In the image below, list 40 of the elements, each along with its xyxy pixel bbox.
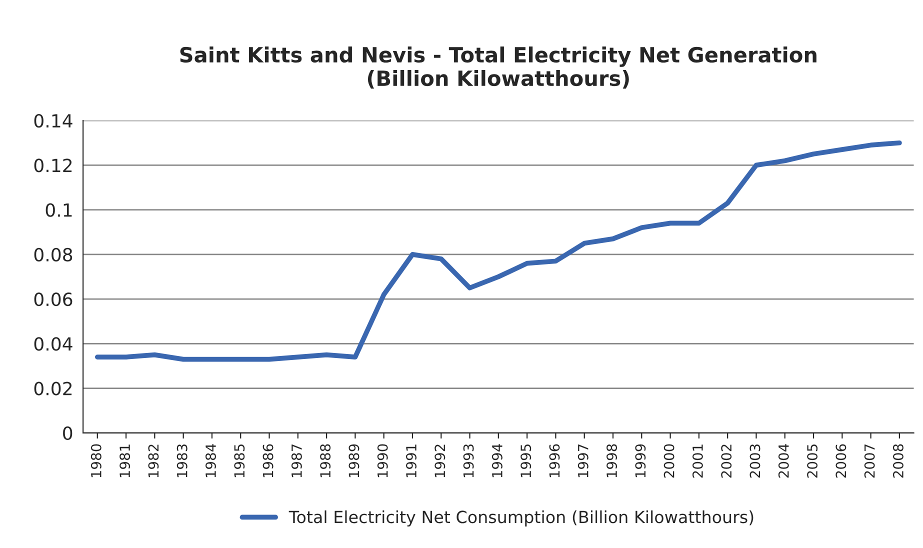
x-tick-label: 1992 (434, 444, 446, 478)
x-tick-label: 1981 (120, 444, 130, 478)
x-tick-label: 1989 (348, 444, 360, 478)
x-tick-label: 1983 (176, 444, 188, 478)
x-tick-label: 1988 (320, 444, 331, 478)
x-tick-label: 1990 (377, 444, 388, 478)
x-tick-label: 1985 (234, 444, 245, 478)
line-series (94, 140, 902, 362)
y-tick-label: 0.1 (46, 203, 72, 217)
x-tick-label: 1997 (578, 444, 588, 478)
x-tick-label: 1995 (520, 444, 532, 478)
x-tick-label: 1984 (205, 444, 216, 478)
x-tick-label: 1982 (148, 444, 159, 478)
chart-title: Saint Kitts and Nevis - Total Electricity Net Generation (Billion Kilowatthours) (180, 46, 816, 89)
x-tick-label: 2006 (836, 444, 846, 478)
x-tick-label: 1991 (406, 444, 417, 478)
x-tick-label: 2005 (807, 444, 818, 478)
x-tick-label: 2002 (721, 444, 732, 478)
x-tick-label: 1980 (90, 444, 102, 478)
x-tick-label: 1987 (291, 444, 302, 478)
x-tick-label: 1986 (262, 444, 274, 478)
y-tick-label: 0.08 (34, 248, 72, 262)
x-tick-label: 2004 (778, 444, 789, 478)
x-tick-label: 2000 (664, 444, 674, 478)
x-tick-label: 2007 (864, 444, 875, 478)
y-tick-label: 0.14 (34, 114, 72, 128)
y-tick-label: 0.12 (34, 158, 72, 172)
y-tick-label: 0.06 (34, 292, 72, 306)
y-tick-label: 0.04 (34, 337, 72, 351)
x-tick-label: 2003 (750, 444, 760, 478)
x-tick-label: 2001 (692, 444, 703, 478)
x-tick-label: 1994 (492, 444, 502, 478)
legend-label: Total Electricity Net Consumption (Billion Kilowatthours) (288, 510, 754, 527)
x-tick-label: 1998 (606, 444, 618, 478)
x-tick-label: 1993 (463, 444, 474, 478)
x-tick-label: 1999 (635, 444, 646, 478)
y-tick-label: 0.02 (34, 382, 72, 396)
x-tick-label: 2008 (892, 444, 904, 478)
x-tick-label: 1996 (549, 444, 560, 478)
y-tick-label: 0 (63, 426, 72, 440)
